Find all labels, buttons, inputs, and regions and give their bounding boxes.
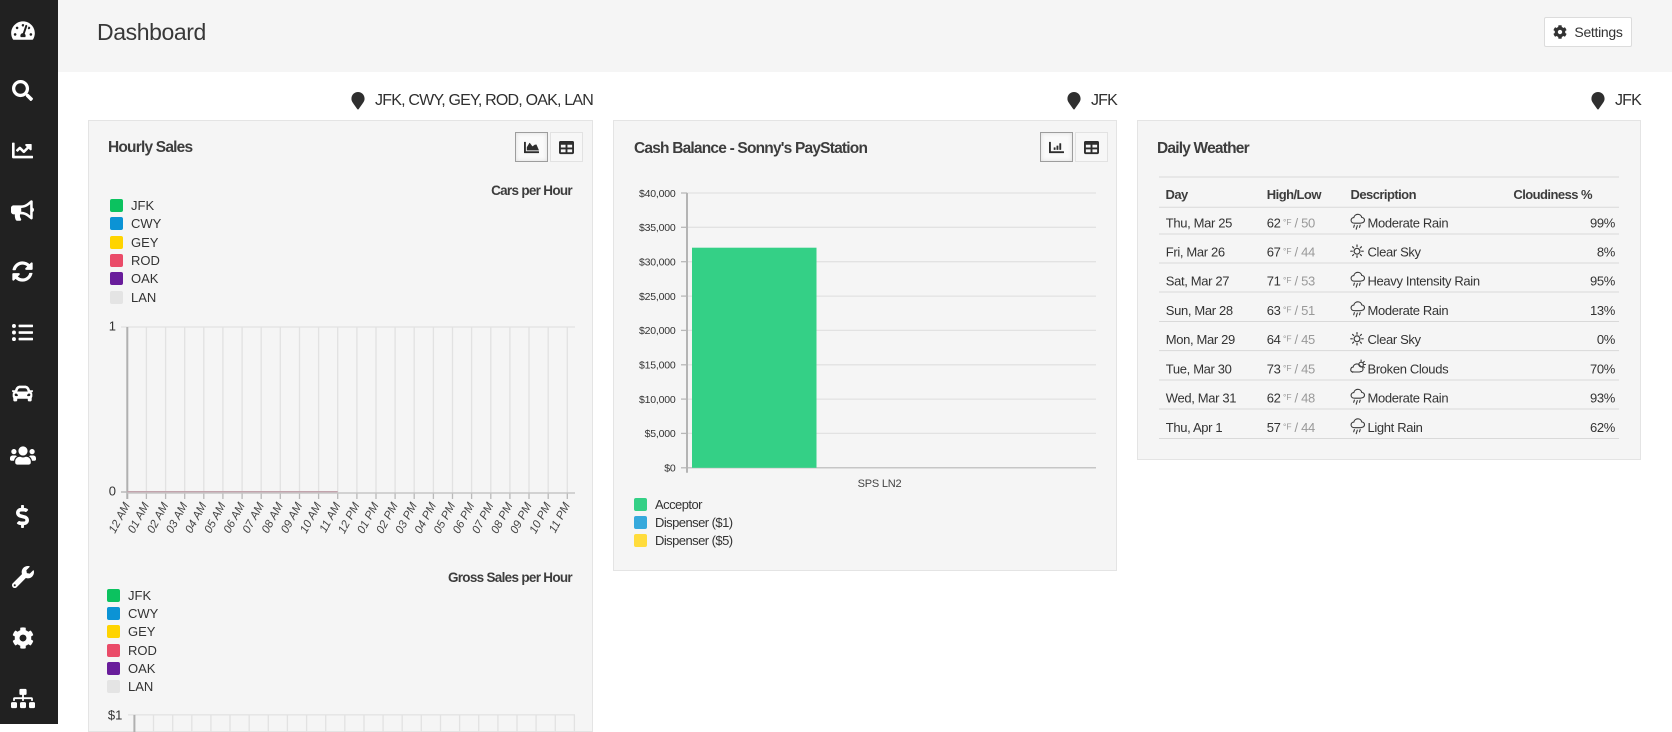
svg-text:71: 71 <box>1267 274 1281 289</box>
svg-text:Moderate Rain: Moderate Rain <box>1368 216 1449 231</box>
svg-text:Cloudiness %: Cloudiness % <box>1513 187 1593 202</box>
svg-text:8%: 8% <box>1597 245 1616 260</box>
svg-text:High/Low: High/Low <box>1267 187 1323 202</box>
svg-text:95%: 95% <box>1590 274 1616 289</box>
svg-text:/ 44: / 44 <box>1295 420 1316 435</box>
svg-text:/ 50: / 50 <box>1295 216 1316 231</box>
svg-text:/ 44: / 44 <box>1295 245 1316 260</box>
svg-text:Broken Clouds: Broken Clouds <box>1368 362 1450 377</box>
svg-text:64: 64 <box>1267 332 1281 347</box>
svg-text:73: 73 <box>1267 362 1281 377</box>
svg-text:99%: 99% <box>1590 216 1616 231</box>
svg-text:Description: Description <box>1351 187 1417 202</box>
svg-text:/ 45: / 45 <box>1295 362 1316 377</box>
svg-text:Fri, Mar 26: Fri, Mar 26 <box>1166 245 1225 260</box>
svg-text:0: 0 <box>109 484 116 499</box>
svg-text:°F: °F <box>1283 334 1292 344</box>
svg-text:Thu, Apr 1: Thu, Apr 1 <box>1166 420 1223 435</box>
svg-text:°F: °F <box>1283 305 1292 315</box>
svg-text:SPS LN2: SPS LN2 <box>858 478 902 490</box>
svg-text:Clear Sky: Clear Sky <box>1368 332 1422 347</box>
svg-text:62: 62 <box>1267 391 1281 406</box>
svg-text:Sat, Mar 27: Sat, Mar 27 <box>1166 274 1229 289</box>
svg-text:°F: °F <box>1283 217 1292 227</box>
svg-text:Moderate Rain: Moderate Rain <box>1368 391 1449 406</box>
svg-text:62%: 62% <box>1590 420 1616 435</box>
svg-text:$30,000: $30,000 <box>639 257 676 269</box>
svg-text:$20,000: $20,000 <box>639 325 676 337</box>
svg-text:1: 1 <box>109 319 116 334</box>
svg-text:Sun, Mar 28: Sun, Mar 28 <box>1166 303 1233 318</box>
svg-text:$40,000: $40,000 <box>639 188 676 200</box>
svg-text:13%: 13% <box>1590 303 1616 318</box>
svg-text:Light Rain: Light Rain <box>1368 420 1423 435</box>
svg-text:°F: °F <box>1283 275 1292 285</box>
svg-text:/ 53: / 53 <box>1295 274 1316 289</box>
svg-text:62: 62 <box>1267 216 1281 231</box>
svg-text:$35,000: $35,000 <box>639 222 676 234</box>
svg-text:$10,000: $10,000 <box>639 394 676 406</box>
svg-text:57: 57 <box>1267 420 1281 435</box>
svg-text:Wed, Mar 31: Wed, Mar 31 <box>1166 391 1236 406</box>
svg-text:Mon, Mar 29: Mon, Mar 29 <box>1166 332 1235 347</box>
svg-text:$15,000: $15,000 <box>639 360 676 372</box>
svg-text:0%: 0% <box>1597 332 1616 347</box>
svg-text:67: 67 <box>1267 245 1281 260</box>
svg-text:$1: $1 <box>108 707 122 722</box>
svg-text:Heavy Intensity Rain: Heavy Intensity Rain <box>1368 274 1480 289</box>
svg-text:70%: 70% <box>1590 362 1616 377</box>
svg-text:$5,000: $5,000 <box>645 428 676 440</box>
svg-text:$25,000: $25,000 <box>639 291 676 303</box>
svg-text:°F: °F <box>1283 422 1292 432</box>
svg-text:Tue, Mar 30: Tue, Mar 30 <box>1166 362 1232 377</box>
svg-text:$0: $0 <box>664 463 676 475</box>
svg-text:93%: 93% <box>1590 391 1616 406</box>
svg-text:/ 48: / 48 <box>1295 391 1316 406</box>
svg-text:°F: °F <box>1283 246 1292 256</box>
svg-text:Thu, Mar 25: Thu, Mar 25 <box>1166 216 1232 231</box>
svg-text:/ 45: / 45 <box>1295 332 1316 347</box>
svg-text:63: 63 <box>1267 303 1281 318</box>
svg-text:Day: Day <box>1166 187 1190 202</box>
svg-text:Clear Sky: Clear Sky <box>1368 245 1422 260</box>
svg-text:°F: °F <box>1283 363 1292 373</box>
svg-text:°F: °F <box>1283 392 1292 402</box>
svg-text:/ 51: / 51 <box>1295 303 1316 318</box>
svg-text:Moderate Rain: Moderate Rain <box>1368 303 1449 318</box>
